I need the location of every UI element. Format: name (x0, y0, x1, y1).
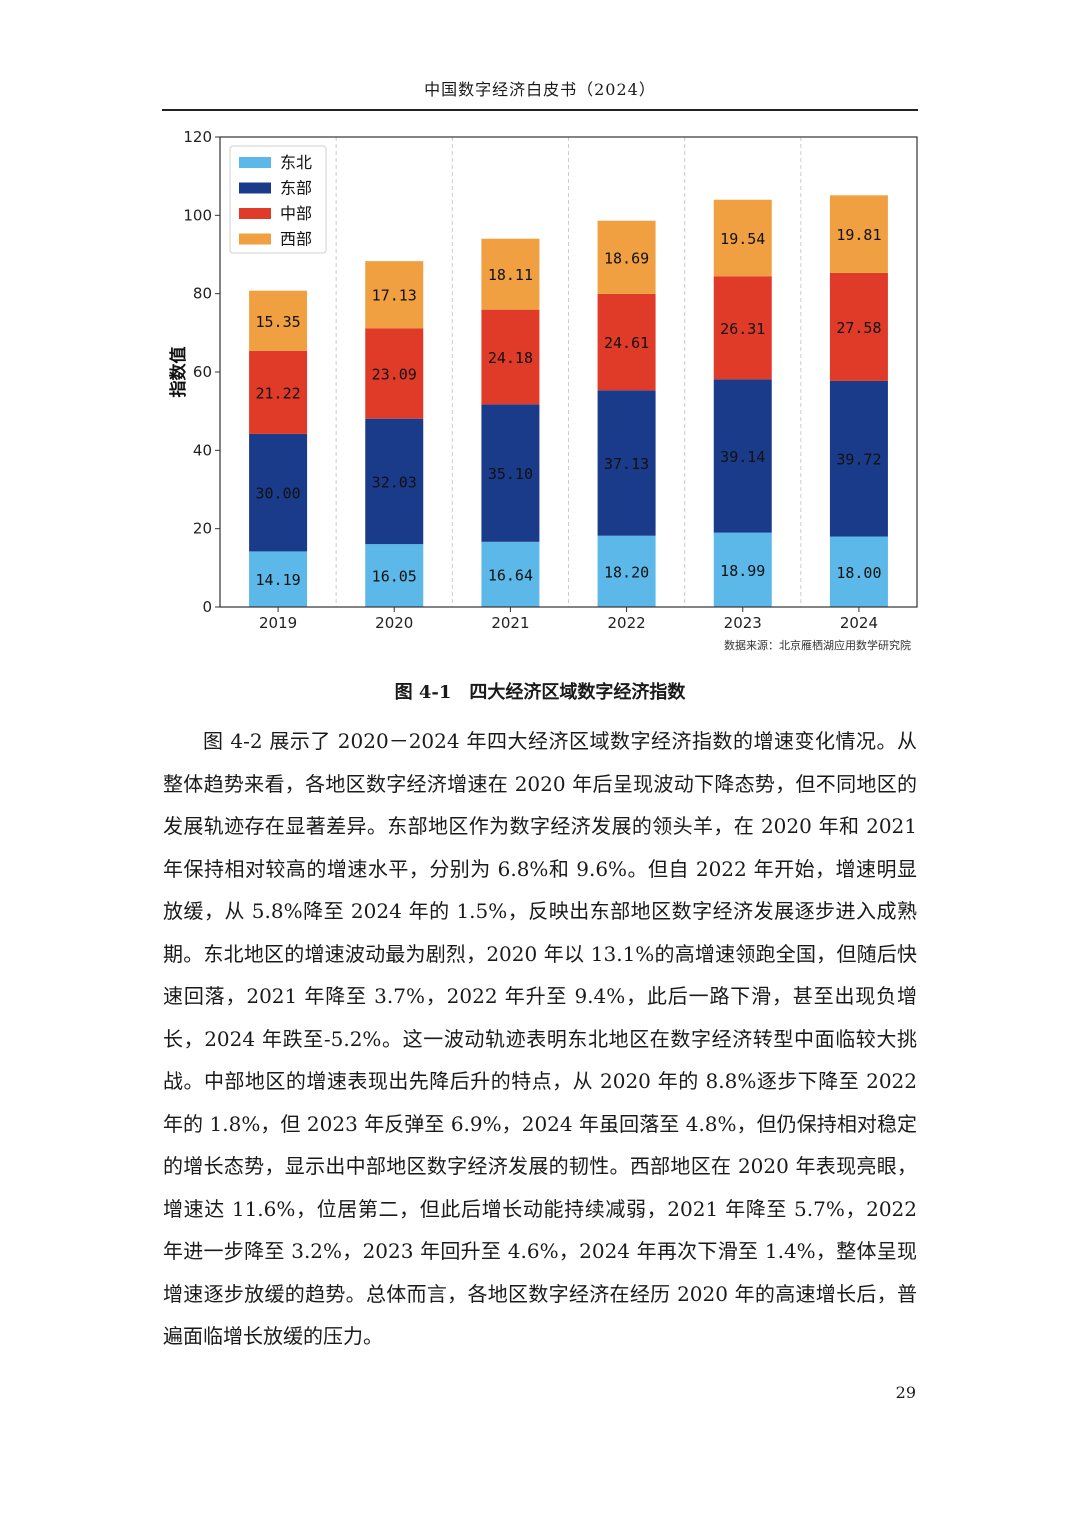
running-header-title: 中国数字经济白皮书（2024） (424, 80, 656, 99)
y-tick-label: 120 (183, 128, 212, 146)
bar-segment (597, 220, 656, 294)
body-text: 图 4-2 展示了 2020－2024 年四大经济区域数字经济指数的增速变化情况… (163, 720, 917, 1358)
bar-segment (713, 276, 772, 380)
bar-value-label: 16.05 (372, 568, 417, 586)
bar-value-label: 30.00 (256, 485, 301, 503)
bar-value-label: 18.69 (604, 249, 649, 267)
bar-segment (365, 261, 424, 329)
bar-segment (829, 195, 888, 273)
stacked-bar-chart: 14.19 30.00 21.22 15.35 2019 16.05 32.03 23.09 1… (168, 128, 918, 652)
bar-segment (829, 536, 888, 607)
legend-label: 西部 (280, 230, 312, 249)
legend-swatch (239, 233, 271, 245)
bar-segment (365, 418, 424, 545)
legend-box (229, 145, 327, 254)
bar-segment (597, 390, 656, 536)
header-rule (162, 109, 918, 111)
bar-segment (365, 328, 424, 419)
bar-value-label: 35.10 (488, 465, 533, 483)
x-tick-label: 2019 (259, 614, 297, 632)
y-tick-label: 40 (193, 441, 212, 459)
legend-label: 东北 (280, 153, 312, 172)
bar-segment (829, 380, 888, 537)
bar-segment (597, 293, 656, 391)
bar-segment (249, 350, 308, 434)
bar-value-label: 14.19 (256, 571, 301, 589)
bar-segment (365, 544, 424, 607)
page-number: 29 (895, 1383, 916, 1402)
bar-value-label: 18.99 (720, 562, 765, 580)
bar-value-label: 27.58 (836, 319, 881, 337)
bar-segment (481, 309, 540, 405)
bar-value-label: 18.20 (604, 563, 649, 581)
bar-value-label: 26.31 (720, 320, 765, 338)
bar-value-label: 32.03 (372, 473, 417, 491)
bar-value-label: 19.54 (720, 230, 765, 248)
bar-segment (713, 379, 772, 533)
bar-value-label: 16.64 (488, 566, 533, 584)
plot-frame (219, 136, 918, 608)
y-tick-label: 60 (193, 363, 212, 381)
legend-swatch (239, 182, 271, 194)
x-tick-label: 2021 (491, 614, 529, 632)
bar-segment (597, 535, 656, 607)
bar-value-label: 37.13 (604, 455, 649, 473)
source-note: 数据来源：北京雁栖湖应用数学研究院 (724, 638, 911, 652)
bar-value-label: 39.14 (720, 448, 765, 466)
bar-value-label: 23.09 (372, 365, 417, 383)
x-tick-label: 2024 (840, 614, 878, 632)
bar-segment (713, 199, 772, 277)
x-tick-label: 2020 (375, 614, 413, 632)
legend-swatch (239, 208, 271, 219)
y-tick-label: 20 (193, 520, 212, 538)
bar-value-label: 15.35 (256, 313, 301, 331)
bar-segment (829, 272, 888, 381)
bar-segment (481, 404, 540, 542)
bar-segment (481, 541, 540, 607)
figure-caption: 图 4-1 四大经济区域数字经济指数 (394, 682, 686, 703)
bar-value-label: 21.22 (256, 384, 301, 402)
bar-segment (481, 238, 540, 310)
bar-value-label: 19.81 (836, 226, 881, 244)
bar-segment (249, 551, 308, 607)
y-tick-label: 80 (193, 285, 212, 303)
x-tick-label: 2023 (724, 614, 762, 632)
bar-value-label: 39.72 (836, 451, 881, 469)
bar-value-label: 24.18 (488, 349, 533, 367)
bar-value-label: 18.11 (488, 266, 533, 284)
y-tick-label: 0 (202, 598, 212, 616)
bar-segment (249, 290, 308, 351)
legend-label: 中部 (280, 204, 312, 223)
x-tick-label: 2022 (607, 614, 645, 632)
y-tick-label: 100 (183, 206, 212, 224)
legend-swatch (239, 157, 271, 168)
body-paragraph: 图 4-2 展示了 2020－2024 年四大经济区域数字经济指数的增速变化情况… (163, 729, 917, 1348)
bar-value-label: 18.00 (836, 564, 881, 582)
bar-value-label: 17.13 (372, 287, 417, 305)
y-axis-label: 指数值 (168, 347, 189, 398)
legend-label: 东部 (280, 179, 312, 198)
bar-segment (249, 433, 308, 552)
bar-segment (713, 532, 772, 607)
bar-value-label: 24.61 (604, 334, 649, 352)
